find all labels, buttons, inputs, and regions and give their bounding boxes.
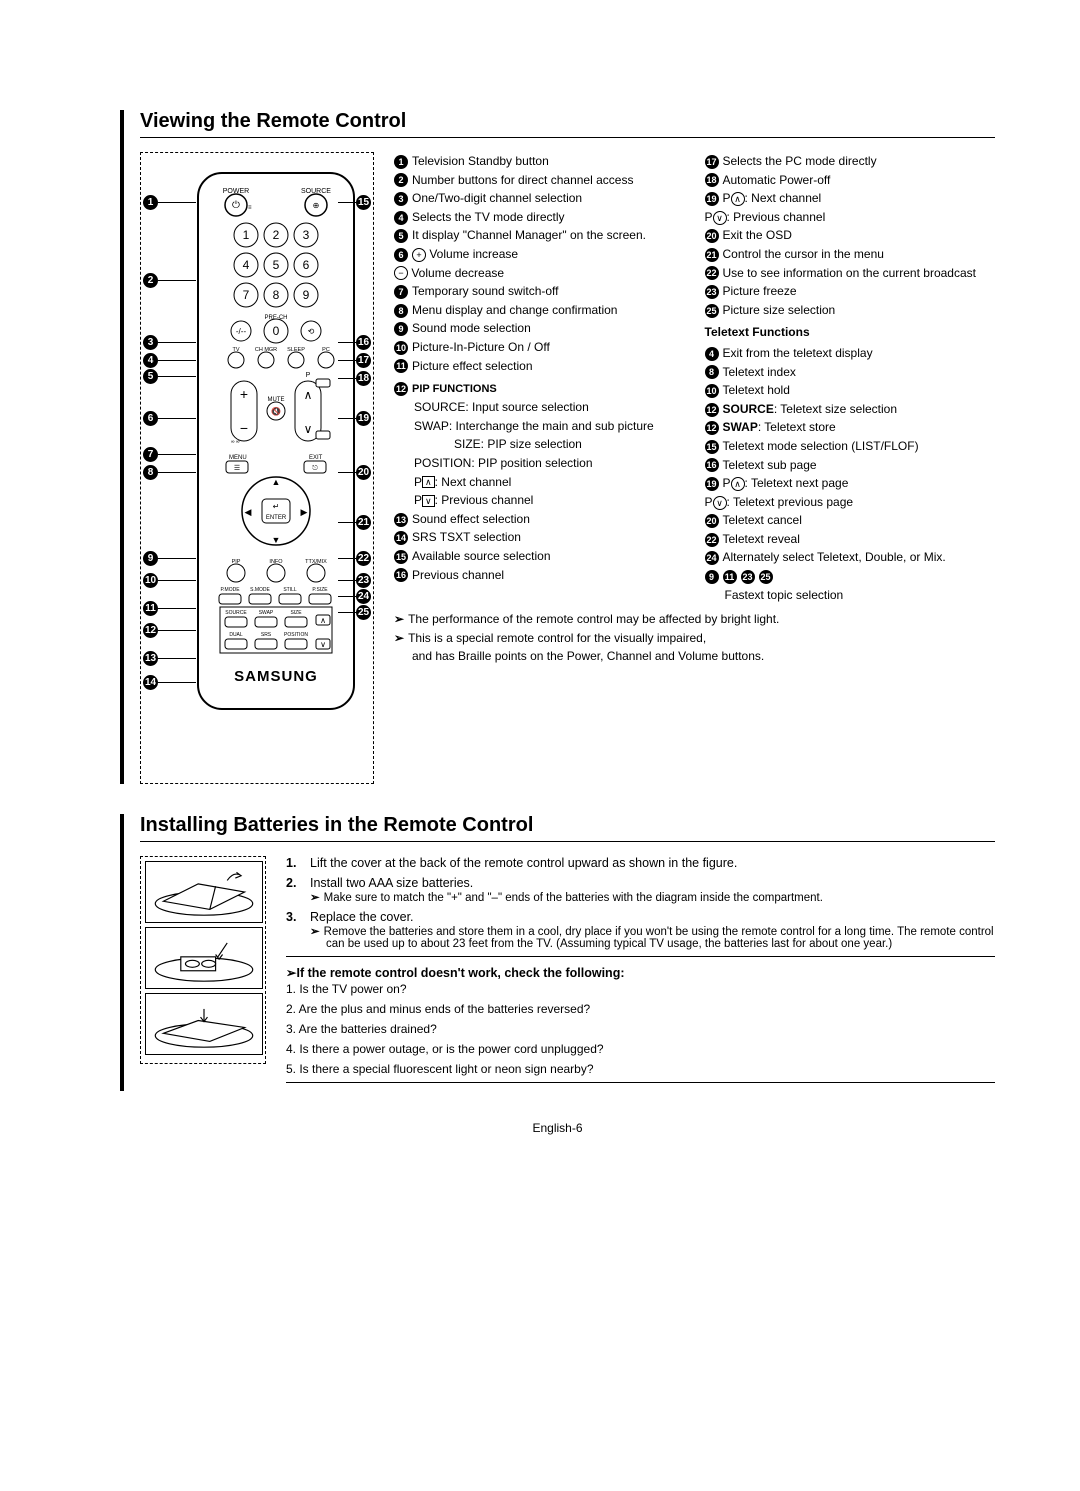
svg-text:STILL: STILL — [283, 587, 297, 593]
svg-text:∨: ∨ — [320, 640, 326, 649]
svg-text:⎋: ⎋ — [312, 464, 318, 472]
svg-text:∞ ∞: ∞ ∞ — [231, 439, 240, 445]
svg-text:SOURCE: SOURCE — [225, 610, 247, 616]
svg-text:∧: ∧ — [304, 388, 313, 402]
remote-illustration: POWER ⏻ ≡ SOURCE ⊕ 123 456 — [140, 152, 374, 784]
svg-text:4: 4 — [243, 258, 250, 272]
svg-text:DUAL: DUAL — [229, 632, 243, 638]
svg-text:5: 5 — [273, 258, 280, 272]
svg-text:P.MODE: P.MODE — [220, 587, 240, 593]
battery-illustrations — [140, 856, 266, 1064]
page-footer: English-6 — [120, 1121, 995, 1135]
svg-text:⏻: ⏻ — [232, 200, 240, 211]
svg-text:∧: ∧ — [320, 616, 326, 625]
svg-text:☰: ☰ — [234, 465, 240, 472]
svg-text:P: P — [306, 372, 311, 379]
svg-text:⊕: ⊕ — [313, 201, 320, 210]
svg-text:7: 7 — [243, 288, 250, 302]
svg-text:+: + — [240, 386, 248, 402]
svg-text:SIZE: SIZE — [290, 610, 302, 616]
svg-text:≡: ≡ — [248, 205, 252, 211]
svg-text:SAMSUNG: SAMSUNG — [234, 668, 318, 685]
svg-text:SWAP: SWAP — [259, 610, 274, 616]
svg-text:▼: ▼ — [272, 535, 281, 545]
svg-text:EXIT: EXIT — [309, 455, 323, 461]
svg-text:▲: ▲ — [272, 477, 281, 487]
svg-text:ENTER: ENTER — [266, 515, 287, 521]
section-batteries: Installing Batteries in the Remote Contr… — [120, 814, 995, 1091]
descriptions-left: 1Television Standby button2Number button… — [394, 152, 685, 604]
descriptions-right: 17Selects the PC mode directly18Automati… — [705, 152, 996, 604]
section2-title: Installing Batteries in the Remote Contr… — [140, 814, 995, 842]
section-remote: Viewing the Remote Control POWER ⏻ ≡ SOU… — [120, 110, 995, 784]
svg-text:🔇: 🔇 — [271, 406, 281, 416]
svg-text:⟲: ⟲ — [308, 327, 315, 336]
svg-text:2: 2 — [273, 228, 280, 242]
section1-title: Viewing the Remote Control — [140, 110, 995, 138]
svg-text:◀: ◀ — [245, 507, 252, 517]
svg-text:∨: ∨ — [304, 422, 313, 436]
svg-text:6: 6 — [303, 258, 310, 272]
svg-text:↵: ↵ — [273, 502, 280, 511]
svg-text:▶: ▶ — [301, 507, 308, 517]
battery-steps: 1.Lift the cover at the back of the remo… — [286, 856, 995, 1091]
svg-text:S.MODE: S.MODE — [250, 587, 270, 593]
remote-notes: ➢The performance of the remote control m… — [394, 610, 995, 666]
svg-text:9: 9 — [303, 288, 310, 302]
svg-text:-/--: -/-- — [236, 327, 247, 336]
svg-text:−: − — [240, 420, 248, 436]
svg-text:8: 8 — [273, 288, 280, 302]
svg-text:1: 1 — [243, 228, 250, 242]
svg-text:MENU: MENU — [229, 455, 247, 461]
svg-text:SRS: SRS — [261, 632, 272, 638]
svg-text:0: 0 — [273, 324, 280, 338]
svg-text:P.SIZE: P.SIZE — [312, 587, 328, 593]
svg-text:POSITION: POSITION — [284, 632, 308, 638]
svg-text:3: 3 — [303, 228, 310, 242]
